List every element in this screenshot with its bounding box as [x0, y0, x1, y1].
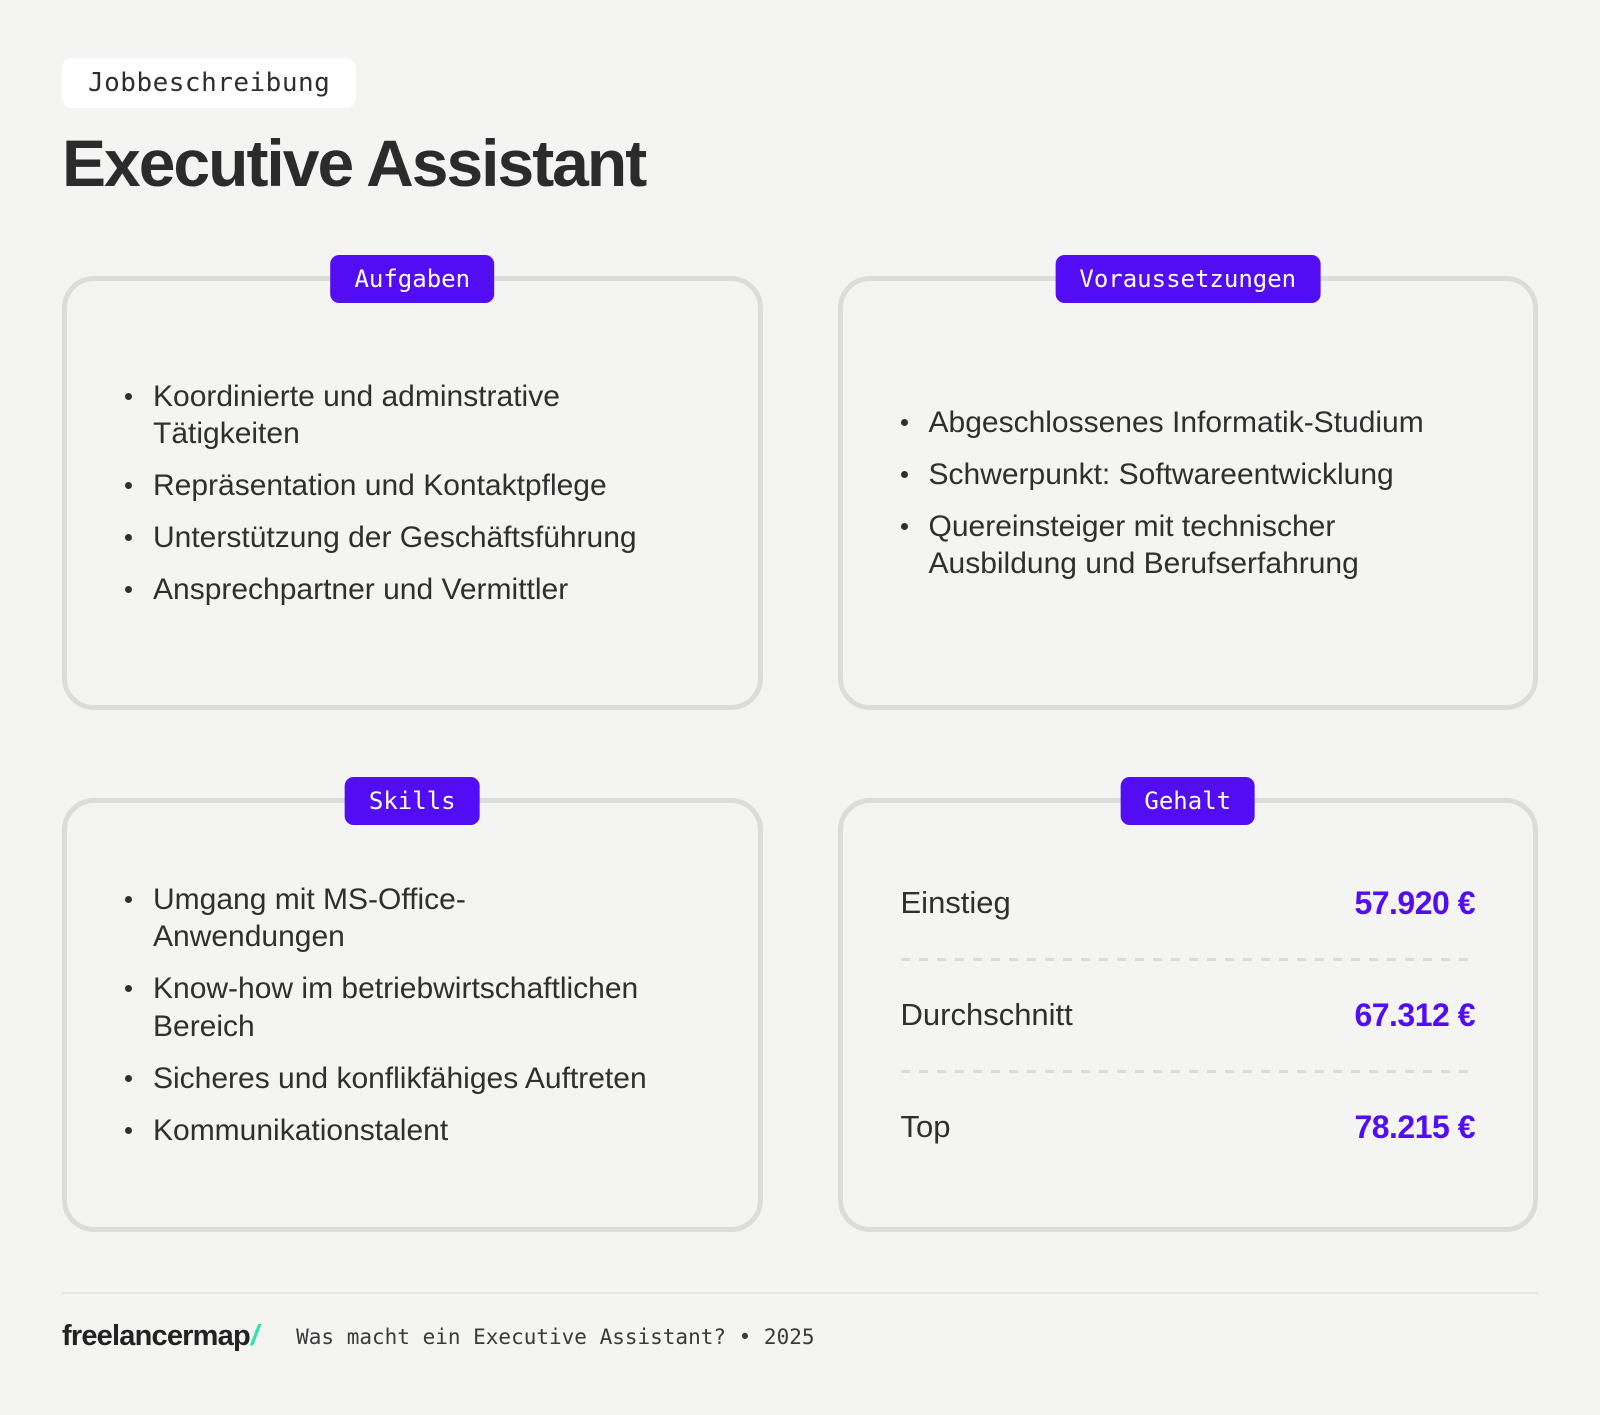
dashed-divider	[900, 957, 1475, 961]
gehalt-badge: Gehalt	[1120, 777, 1256, 825]
salary-label: Durchschnitt	[900, 997, 1073, 1032]
list-item: Koordinierte und adminstrative Tätigkeit…	[122, 378, 716, 452]
aufgaben-badge: Aufgaben	[330, 255, 495, 303]
salary-row-durchschnitt: Durchschnitt 67.312 €	[901, 997, 1476, 1034]
list-item: Quereinsteiger mit technischer Ausbildun…	[898, 508, 1492, 582]
list-item: Repräsentation und Kontaktpflege	[122, 467, 716, 504]
footer-caption: Was macht ein Executive Assistant? • 202…	[296, 1324, 815, 1349]
infographic-page: Jobbeschreibung Executive Assistant Aufg…	[62, 58, 1538, 1353]
list-item: Unterstützung der Geschäftsführung	[122, 519, 716, 556]
dashed-divider	[900, 1069, 1475, 1073]
logo-text: freelancermap	[62, 1320, 251, 1352]
salary-label: Top	[900, 1109, 951, 1144]
salary-row-top: Top 78.215 €	[901, 1109, 1476, 1146]
salary-value: 67.312 €	[1354, 996, 1475, 1033]
list-item: Schwerpunkt: Softwareentwicklung	[898, 456, 1492, 493]
list-item: Sicheres und konflikfähiges Auftreten	[122, 1060, 716, 1097]
skills-badge: Skills	[344, 777, 480, 825]
list-item: Ansprechpartner und Vermittler	[122, 571, 716, 608]
freelancermap-logo: freelancermap/	[62, 1320, 259, 1353]
list-item: Umgang mit MS-Office- Anwendungen	[122, 881, 716, 955]
salary-row-einstieg: Einstieg 57.920 €	[901, 885, 1476, 922]
cards-grid: Aufgaben Koordinierte und adminstrative …	[62, 255, 1538, 1232]
gehalt-card: Gehalt Einstieg 57.920 € Durchschnitt 67…	[837, 777, 1538, 1232]
list-item: Kommunikationstalent	[122, 1112, 716, 1149]
voraussetzungen-list: Abgeschlossenes Informatik-Studium Schwe…	[898, 404, 1492, 583]
skills-list: Umgang mit MS-Office- Anwendungen Know-h…	[122, 881, 716, 1149]
list-item: Abgeschlossenes Informatik-Studium	[898, 404, 1492, 441]
jobbeschreibung-tag: Jobbeschreibung	[62, 58, 357, 108]
page-title: Executive Assistant	[62, 126, 647, 200]
voraussetzungen-card: Voraussetzungen Abgeschlossenes Informat…	[837, 255, 1538, 710]
aufgaben-list: Koordinierte und adminstrative Tätigkeit…	[122, 378, 716, 609]
logo-slash-icon: /	[250, 1320, 259, 1352]
skills-card: Skills Umgang mit MS-Office- Anwendungen…	[62, 777, 763, 1232]
salary-label: Einstieg	[900, 885, 1011, 920]
salary-value: 57.920 €	[1354, 884, 1475, 921]
footer: freelancermap/ Was macht ein Executive A…	[62, 1292, 1538, 1353]
salary-value: 78.215 €	[1354, 1108, 1475, 1145]
list-item: Know-how im betriebwirtschaftlichen Bere…	[122, 970, 716, 1044]
voraussetzungen-badge: Voraussetzungen	[1055, 255, 1321, 303]
aufgaben-card: Aufgaben Koordinierte und adminstrative …	[62, 255, 763, 710]
